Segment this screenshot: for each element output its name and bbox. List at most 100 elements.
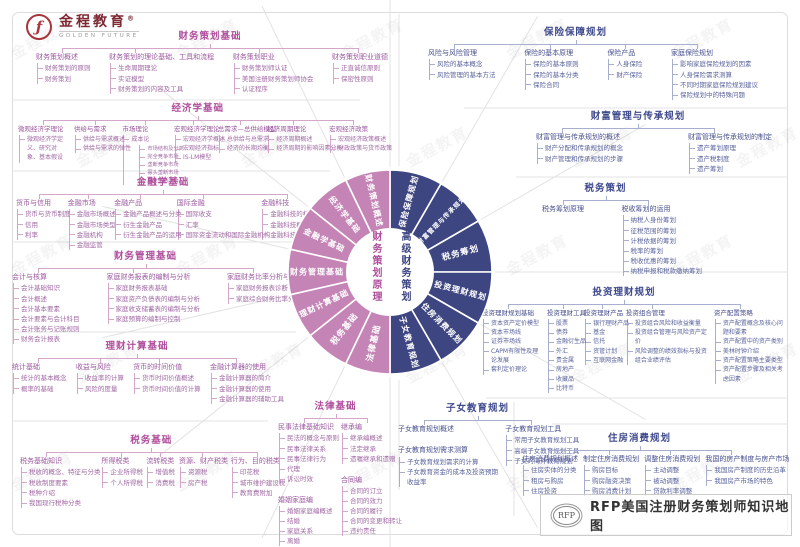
branch-column: 制定住房消费规划 购房目标 购房融资决策 购房消费计划 bbox=[583, 455, 639, 496]
section-title: 理财计算基础 bbox=[105, 341, 169, 352]
tree-item: 租房与购房 bbox=[524, 476, 577, 486]
tree-item: 金融计算器的简介 bbox=[211, 373, 284, 383]
section-s8: 保险保障规划 风险与风险管理 风险的基本概念 风险管理的基本方法 保险的基本原理 保险的基… bbox=[428, 24, 758, 100]
tree-item: 高端子女教育规划工具 bbox=[507, 446, 579, 456]
branch-column: 风险与风险管理 风险的基本概念 风险管理的基本方法 bbox=[428, 49, 496, 100]
tree-item: 会计基础知识 bbox=[14, 283, 80, 293]
section-title: 财务管理基础 bbox=[113, 251, 177, 262]
section-title: 税务策划 bbox=[584, 183, 627, 194]
branch-column: 国际金融 国际收支 汇率 国际资金流动和国际金融机构 bbox=[176, 199, 270, 250]
branch-group: 供给与需求 供给与需求概述 供给与需求的弹性 bbox=[74, 125, 131, 154]
tree-item: 宏观经济指标 bbox=[175, 144, 219, 153]
branch-items: 继承编概述 法定继承 遗嘱继承和遗赠 bbox=[342, 433, 398, 464]
branch-header: 统计基础 bbox=[12, 363, 40, 371]
branch-header: 投资组合管理 bbox=[625, 309, 665, 317]
branch-group: 婚姻家庭编 婚姻家庭编概述 结婚 家庭关系 离婚 bbox=[278, 496, 335, 547]
tree-item: 国际收支 bbox=[178, 209, 256, 219]
branch-group: 家庭财务比率分析与诊断 家庭财务报表诊断 家庭综合财务比率分析 bbox=[227, 273, 304, 304]
section-title: 保险保障规划 bbox=[543, 27, 607, 38]
branch-items: 统计的基本概念 概率的基础 bbox=[13, 373, 67, 394]
branch-group: 微观经济学理论 微观经济学定义、研究对象、基本假设 bbox=[18, 125, 68, 163]
branch-header: 经济周期理论 bbox=[267, 125, 307, 133]
branch-header: 继承编 bbox=[341, 423, 362, 431]
branch-header: 保险产品 bbox=[607, 49, 636, 57]
branch-items: 印花税 城市维护建设税 教育费附加 bbox=[231, 467, 285, 498]
branch-header: 财务策划职业 bbox=[232, 53, 275, 61]
branch-items: 财务策划的原则 财务策划 bbox=[37, 63, 91, 84]
branch-items: 人身保险 财产保险 bbox=[608, 59, 642, 80]
branch-header: 风险与风险管理 bbox=[428, 49, 477, 57]
branch-group: 风险与风险管理 风险的基本概念 风险管理的基本方法 bbox=[428, 49, 496, 80]
tree-item: 财产分配和传承规划的概念 bbox=[538, 143, 623, 153]
branch-column: 财务策划的理论基础、工具和流程 生命周期理论 实证模型 财务策划的内容及工具 bbox=[109, 53, 214, 94]
branch-items: 市场结构及分类 完全竞争市场 垄断竞争市场 寡头垄断市场 完全垄断市场 bbox=[139, 145, 184, 186]
tree-item: 货币与货币制度 bbox=[18, 209, 71, 219]
branch-group: 子女教育规划工具 常用子女教育规划工具 高端子女教育规划工具 子女的海外教育规划 bbox=[505, 425, 579, 466]
tree-item: 生命周期理论 bbox=[111, 63, 214, 73]
tree-item: 税率的筹划 bbox=[623, 246, 703, 256]
tree-item: 完全竞争市场 bbox=[140, 153, 179, 161]
branch-column: 宏观经济政策 宏观经济政策概述 财政政策与货币政策 bbox=[329, 125, 392, 185]
tree-item: 金融产品概述与分类 bbox=[116, 209, 182, 219]
branch-items: 保险的基本原则 保险的基本分类 保险合同 bbox=[525, 59, 579, 90]
branch-header: 子女教育规划需求测算 bbox=[398, 446, 468, 455]
branch-header: 财务策划职业道德 bbox=[331, 53, 388, 61]
tree-item: 保密性原则 bbox=[333, 74, 388, 84]
tree-item: 收藏品 bbox=[549, 375, 578, 384]
branch-header: 住房消费规划概述 bbox=[522, 455, 578, 463]
branch-group: 投资理财规划基础 资本资产定价模型 资本市场线 证券市场线 CAPM有限性及理论发展 套利… bbox=[482, 309, 541, 375]
section-bracket bbox=[12, 354, 284, 363]
branch-group: 投资理财工具 股票 债券 金融衍生品 外汇 贵金属 房地产 收藏品 比特币 bbox=[547, 309, 586, 394]
tree-item: 宏观经济学概述 bbox=[175, 135, 225, 144]
tree-item: 贷款利率调整 bbox=[646, 486, 699, 496]
branch-column: 财务策划职业 财务策划师认证 美国注册财务策划师协会 认证程序 bbox=[232, 53, 313, 94]
tree-item: 统计的基本概念 bbox=[14, 373, 67, 383]
branch-header: 调整住房消费规划 bbox=[644, 455, 701, 463]
map-title: RFP美国注册财务策划师知识地图 bbox=[589, 500, 790, 534]
branch-items: 银行理财产品 基金 信托 资管计划 互联网金融 bbox=[585, 318, 629, 366]
branch-items: 遗产筹划原理 遗产税制度 遗产筹划 bbox=[689, 143, 772, 174]
branch-items: 宏观经济学概述 宏观经济指标 IS-LM模型 bbox=[174, 134, 225, 163]
branch-column: 统计基础统计的基本概念 概率的基础 bbox=[12, 363, 67, 404]
branch-header: 所得税类 bbox=[101, 457, 130, 465]
tree-item: 经济周期概述 bbox=[269, 135, 323, 144]
tree-item: 购房消费计划 bbox=[585, 486, 638, 496]
tree-item: 购房融资决策 bbox=[585, 476, 638, 486]
branch-items: 家庭财务报表基础 家庭资产负债表的编制与分析 家庭收支储蓄表的编制与分析 家庭预算的编… bbox=[107, 283, 201, 324]
tree-item: 银行理财产品 bbox=[586, 319, 629, 328]
branch-group: 民事法律基础知识 民法的概念与原则 民事法律关系 民事法律行为 代理 诉讼时效 bbox=[278, 423, 339, 484]
tree-item: 计税依据的筹划 bbox=[623, 236, 703, 246]
branch-items: 资本资产定价模型 资本市场线 证券市场线 CAPM有限性及理论发展 套利定价理论 bbox=[483, 318, 541, 375]
tree-item: 房产税 bbox=[181, 478, 225, 488]
branch-header: 财富管理与传承规划的制定 bbox=[688, 133, 772, 141]
branch-header: 国际金融 bbox=[176, 199, 205, 207]
tree-item: 家庭预算的编制与控制 bbox=[108, 314, 201, 324]
branch-items: 资产配置概念及核心问题和要素 资产配置中的资产类别 美林时钟介绍 资产配置策略主要类型… bbox=[714, 318, 788, 384]
tree-item: 汇率 bbox=[178, 220, 256, 230]
section-columns: 住房消费规划概述 住房实体的分类 租房与购房 住房投资 制定住房消费规划 购房目标 购房融资… bbox=[522, 455, 789, 496]
branch-group: 家庭保险规划 影响家庭保险规划的因素 人身保险需求测算 不同时期家庭保险规划建议 保险规… bbox=[671, 49, 758, 100]
registered-mark: ® bbox=[127, 14, 137, 23]
section-bracket bbox=[12, 264, 304, 273]
section-title: 税务基础 bbox=[130, 435, 173, 446]
branch-column: 调整住房消费规划 主动调整 被动调整 贷款利率调整 bbox=[644, 455, 701, 496]
tree-item: 微观经济学定义、研究对象、基本假设 bbox=[20, 135, 68, 163]
branch-items: 金融市场概述 金融市场类型 金融机构 金融监管 bbox=[68, 209, 116, 250]
section-s5: 理财计算基础统计基础统计的基本概念 概率的基础 收益与风险 收益率的计算 风险的度量 货币… bbox=[12, 338, 284, 404]
tree-item: 保险规划中的特殊问题 bbox=[672, 90, 758, 100]
branch-group: 货币的时间价值 货币时间价值概述 货币时间价值的计算 bbox=[133, 363, 201, 394]
tree-item: 美林时钟介绍 bbox=[715, 347, 788, 356]
brand-subtitle: GOLDEN FUTURE bbox=[59, 31, 139, 40]
tree-item: 税收的概念、特征与分类 bbox=[22, 467, 101, 477]
tree-item: 资本资产定价模型 bbox=[484, 319, 541, 328]
branch-column: 收益与风险 收益率的计算 风险的度量 bbox=[76, 363, 124, 404]
tree-item: 金融市场概述 bbox=[69, 209, 116, 219]
tree-item: 消费税 bbox=[148, 478, 175, 488]
branch-group: 调整住房消费规划 主动调整 被动调整 贷款利率调整 bbox=[644, 455, 701, 496]
section-columns: 民事法律基础知识 民法的概念与原则 民事法律关系 民事法律行为 代理 诉讼时效婚姻家庭编婚… bbox=[278, 423, 402, 547]
section-columns: 税务筹划原理 税收筹划的运用 纳税人身份筹划 征税范围的筹划 计税依据的筹划 税率的筹划税… bbox=[542, 205, 702, 276]
tree-item: 房地产 bbox=[549, 365, 578, 374]
branch-header: 总需求—总供给模型 bbox=[217, 125, 277, 133]
section-columns: 财务策划概述 财务策划的原则 财务策划 财务策划的理论基础、工具和流程 生命周期理论 实证… bbox=[36, 53, 388, 94]
branch-column: 会计与核算 会计基础知识 会计概述 会计基本要素 会计要素与会计科目 会计账务与记账规则财… bbox=[12, 273, 80, 344]
